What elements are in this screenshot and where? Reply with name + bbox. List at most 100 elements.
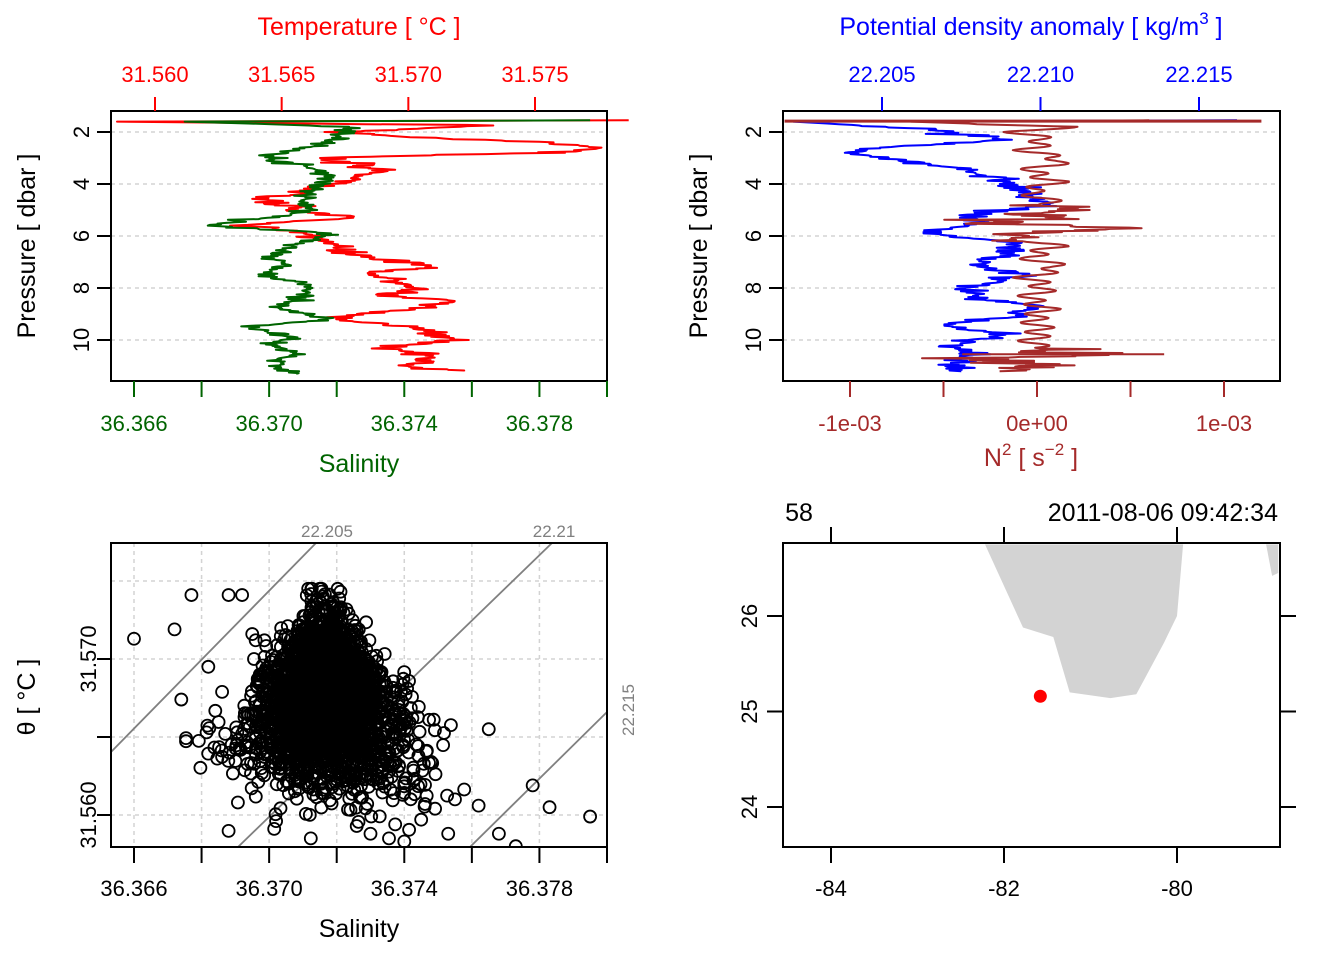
station-time-label: 2011-08-06 09:42:34: [1048, 499, 1278, 527]
data-point: [263, 727, 278, 741]
data-point: [583, 809, 598, 824]
data-point: [372, 809, 387, 824]
data-point: [349, 819, 364, 833]
data-point: [256, 717, 271, 731]
top-tick-label: 31.570: [375, 62, 442, 87]
data-point: [214, 743, 229, 758]
n2-axis-label: N2 [ s−2 ]: [984, 440, 1078, 472]
data-point: [306, 787, 321, 802]
top-tick-label: 22.205: [848, 62, 915, 87]
data-point: [419, 744, 434, 759]
data-point: [336, 605, 351, 620]
data-point: [363, 826, 378, 841]
data-point: [229, 720, 244, 735]
data-point: [323, 718, 337, 733]
data-point: [225, 766, 240, 781]
data-point: [441, 826, 456, 841]
data-point: [343, 746, 358, 761]
data-point: [271, 740, 286, 755]
data-point: [339, 654, 354, 669]
data-point: [207, 740, 222, 755]
theta-axis-label: θ [ °C ]: [13, 659, 41, 736]
y-tick-label: 8: [69, 282, 94, 294]
n2-label-sup: 2: [1002, 440, 1011, 459]
scatter-points: [127, 581, 598, 847]
data-point: [324, 597, 339, 611]
data-point: [333, 745, 347, 760]
data-point: [248, 789, 263, 804]
series-line-density: [792, 119, 1238, 373]
bottom-tick-label: 36.366: [100, 411, 167, 436]
data-point: [304, 694, 319, 709]
data-point: [399, 716, 414, 730]
data-point: [297, 719, 312, 734]
data-point: [379, 724, 394, 739]
data-point: [281, 786, 296, 801]
data-point: [347, 726, 362, 741]
data-point: [230, 725, 245, 740]
data-point: [279, 750, 294, 765]
data-point: [311, 605, 326, 619]
data-point: [201, 659, 216, 674]
n2-label-mid: [ s: [1011, 444, 1044, 472]
data-point: [268, 695, 283, 709]
top-tick-label: 31.565: [248, 62, 315, 87]
data-point: [378, 747, 393, 762]
data-point: [267, 822, 282, 836]
data-point: [428, 801, 443, 816]
data-point: [363, 697, 378, 712]
data-point: [388, 817, 403, 832]
data-point: [382, 831, 396, 846]
x-tick-label: -80: [1161, 876, 1193, 901]
data-point: [359, 615, 374, 630]
data-point: [329, 786, 343, 801]
data-point: [411, 748, 426, 763]
data-point: [364, 757, 379, 772]
data-point: [323, 775, 338, 790]
y-tick-label: 10: [741, 328, 766, 352]
y-tick-label: 26: [737, 604, 762, 628]
plot-frame: [110, 110, 608, 382]
data-point: [389, 727, 404, 742]
data-point: [290, 774, 305, 788]
data-point: [426, 712, 441, 727]
data-point: [266, 659, 281, 674]
data-point: [221, 588, 236, 602]
data-point: [257, 633, 272, 648]
panel-temperature-salinity-profile: 2 4 6 8 10 31.560 31.565 31.570 31.575 36.366 36.3…: [13, 13, 629, 478]
data-point: [525, 778, 540, 793]
data-point: [366, 667, 381, 682]
data-point: [349, 654, 364, 668]
station-marker-group: [1033, 689, 1047, 703]
data-point: [358, 772, 373, 787]
data-point: [193, 760, 208, 775]
data-point: [440, 788, 455, 803]
data-point: [244, 756, 258, 770]
data-point: [333, 584, 348, 599]
data-point: [127, 631, 141, 646]
data-point: [343, 803, 358, 817]
bottom-tick-label: 36.370: [235, 411, 302, 436]
data-point: [377, 779, 392, 794]
panel-ts-diagram: 36.366 36.370 36.374 36.378 31.560 31.570 22.…: [13, 522, 638, 943]
data-point: [427, 723, 442, 738]
series-line-temperature: [116, 119, 629, 372]
data-point: [268, 807, 283, 822]
data-point: [191, 734, 206, 748]
data-point: [258, 663, 273, 678]
data-point: [212, 740, 227, 754]
n2-label-sup2: −2: [1045, 440, 1064, 459]
plot-frame: [782, 110, 1281, 382]
axes: 2 4 6 8 10 22.205 22.210 22.215 -1e-03 0e+00 1e-03: [741, 62, 1252, 436]
x-tick-label: -82: [988, 876, 1020, 901]
data-point: [273, 629, 288, 644]
data-point: [286, 646, 301, 661]
data-point: [318, 622, 333, 636]
data-point: [228, 754, 243, 768]
data-point: [254, 766, 269, 780]
data-point: [248, 633, 263, 648]
data-point: [330, 703, 345, 717]
salinity-axis-label: Salinity: [319, 915, 400, 943]
axes: 36.366 36.370 36.374 36.378 31.560 31.570: [76, 625, 608, 901]
data-point: [402, 674, 416, 688]
